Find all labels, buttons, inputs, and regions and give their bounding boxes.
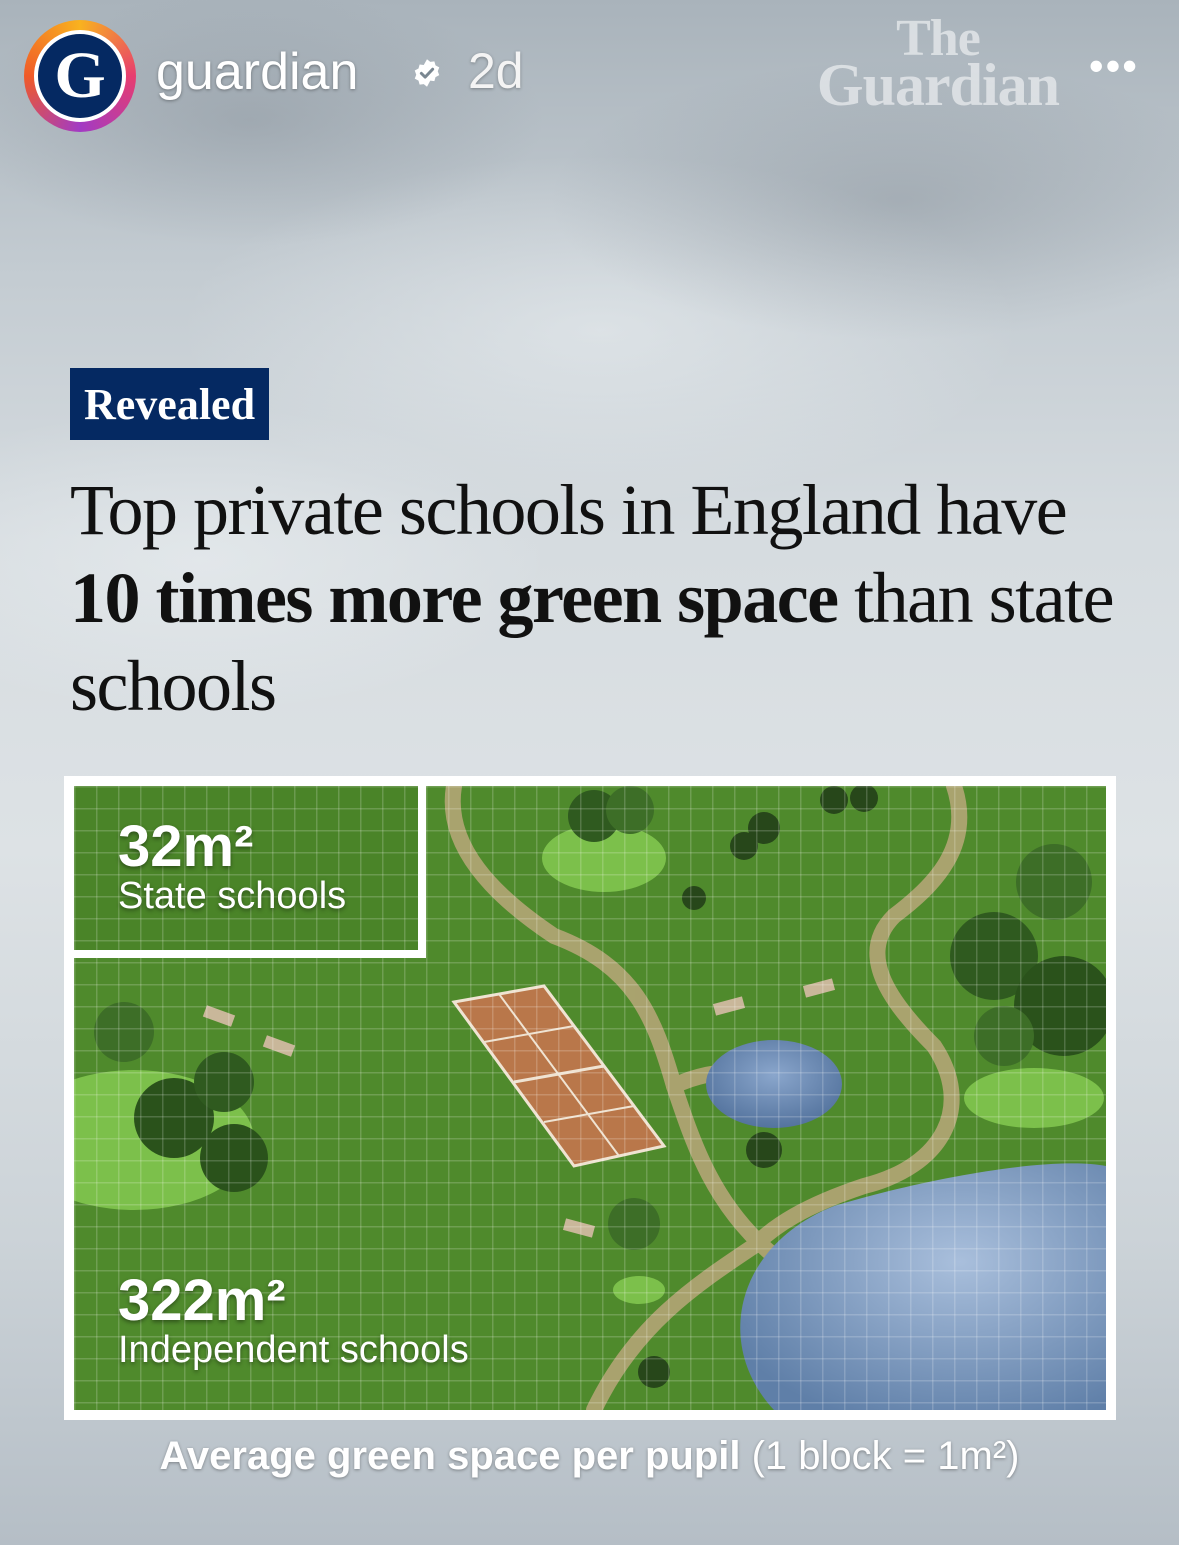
avatar[interactable]: G: [24, 20, 136, 132]
state-value: 32m²: [118, 814, 254, 879]
post-timestamp: 2d: [468, 43, 524, 99]
independent-value: 322m²: [118, 1268, 286, 1333]
graphic-caption: Average green space per pupil (1 block =…: [159, 1434, 1020, 1478]
kicker-label: Revealed: [70, 368, 270, 440]
story-header: G guardian 2d The Guardian •••: [20, 12, 1159, 132]
headline: Top private schools in England have 10 t…: [70, 470, 1115, 726]
grass-mound: [613, 1276, 665, 1304]
grass-mound: [542, 824, 666, 892]
independent-school-stat: 322m² Independent schools: [118, 1272, 469, 1372]
guardian-logo-icon: G: [54, 39, 106, 112]
grass-mound: [964, 1068, 1104, 1128]
verified-badge-icon: [414, 59, 440, 87]
more-options-icon[interactable]: •••: [1088, 42, 1139, 89]
account-username[interactable]: guardian: [156, 43, 359, 101]
independent-school-field: 32m² State schools 322m² Independent sch…: [74, 786, 1106, 1410]
picnic-tables: [202, 978, 836, 1238]
state-school-stat: 32m² State schools: [118, 818, 346, 918]
pond: [706, 1040, 842, 1128]
trees: [94, 786, 1106, 1388]
tennis-court: [451, 984, 667, 1168]
independent-label: Independent schools: [118, 1329, 469, 1371]
state-school-box: 32m² State schools: [74, 786, 426, 958]
field-illustration: [74, 786, 1106, 1410]
guardian-masthead-logo: The Guardian: [816, 10, 1060, 118]
lake: [740, 1163, 1106, 1410]
state-label: State schools: [118, 875, 347, 917]
green-space-graphic: 32m² State schools 322m² Independent sch…: [64, 776, 1116, 1420]
